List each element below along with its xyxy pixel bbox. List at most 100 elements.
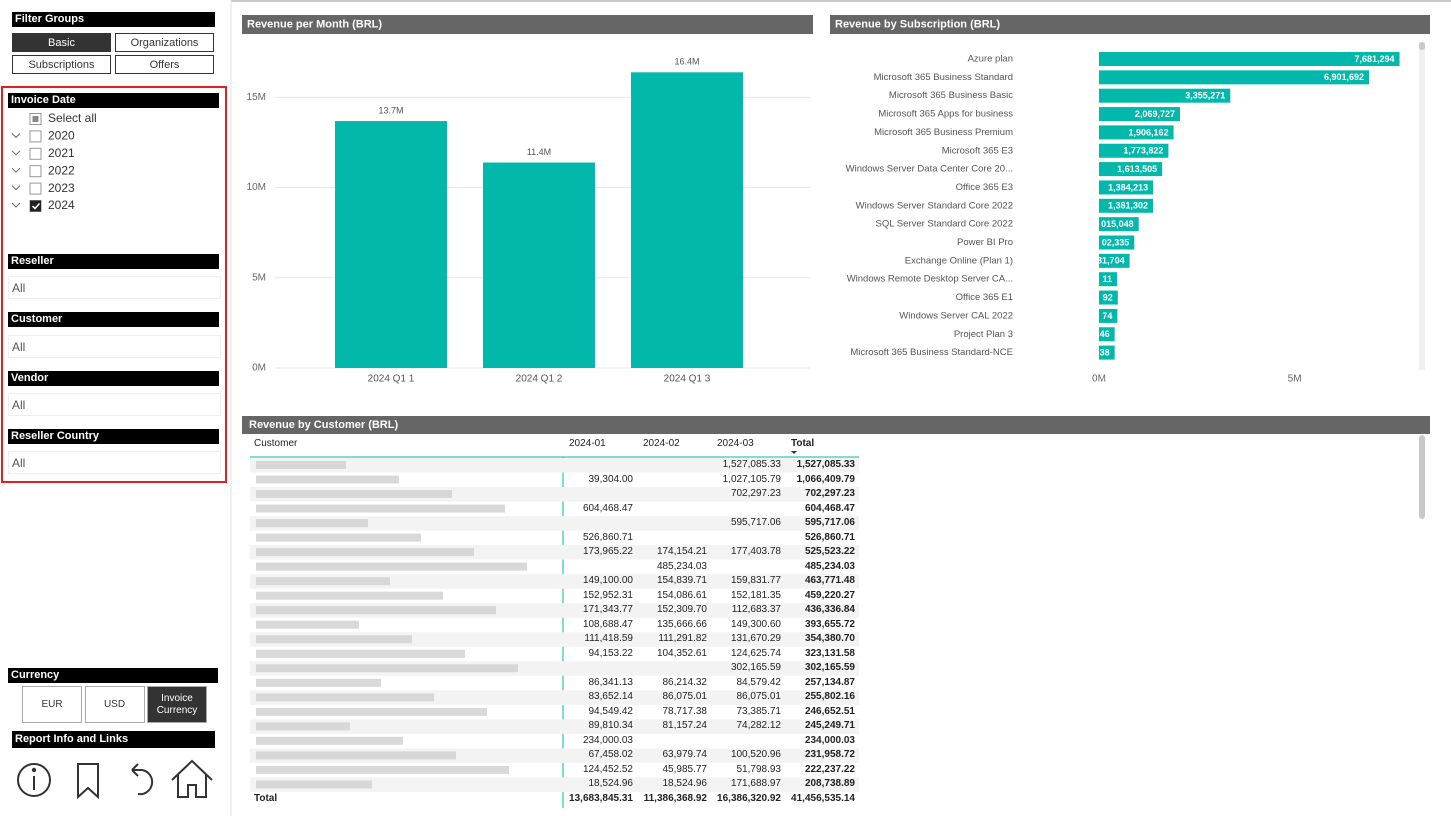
slicer-item: 2022	[48, 163, 75, 177]
redacted-name	[256, 591, 443, 600]
data-label: 11	[1102, 274, 1112, 284]
total-cell: 16,386,320.92	[717, 792, 781, 804]
bar	[1099, 253, 1130, 268]
table-cell: 86,075.01	[662, 691, 708, 703]
data-label: 1,384,213	[1108, 182, 1148, 192]
total-cell: 11,386,368.92	[643, 792, 707, 804]
currency-button[interactable]: Invoice Currency	[147, 686, 207, 723]
table-cell: 485,234.03	[804, 560, 855, 572]
y-tick-label: Windows Server Data Center Core 20...	[846, 164, 1013, 175]
filter-group-button[interactable]: Subscriptions	[12, 55, 111, 74]
table-cell: 171,343.77	[582, 604, 633, 616]
check-mark	[31, 202, 41, 210]
table-cell: 1,527,085.33	[796, 459, 855, 470]
table-cell: 526,860.71	[804, 531, 855, 543]
checkbox[interactable]	[29, 165, 42, 178]
table-cell: 86,341.13	[588, 676, 634, 688]
data-label: 015,048	[1101, 219, 1134, 229]
filter-group-button[interactable]: Offers	[115, 55, 214, 74]
currency-button[interactable]: EUR	[22, 686, 82, 723]
row-band	[250, 458, 859, 473]
dropdown-value: All	[12, 281, 26, 295]
table-cell: 173,965.22	[582, 546, 633, 558]
home-icon[interactable]	[171, 759, 213, 798]
redacted-name	[256, 722, 350, 731]
total-cell: 41,456,535.14	[791, 792, 855, 804]
y-tick-label: Microsoft 365 Apps for business	[878, 109, 1013, 120]
bookmark-icon[interactable]	[77, 763, 99, 800]
redacted-name	[256, 780, 372, 789]
scrollbar[interactable]	[1419, 42, 1425, 370]
data-label: 3,355,271	[1185, 91, 1225, 101]
section-header: Currency	[8, 668, 218, 683]
filter-group-button[interactable]: Basic	[12, 33, 111, 52]
y-tick-label: Azure plan	[968, 54, 1013, 65]
redacted-name	[256, 548, 474, 557]
dropdown[interactable]	[8, 335, 221, 358]
table-cell: 152,952.31	[582, 589, 633, 601]
y-tick-label: 15M	[247, 92, 266, 103]
checkbox[interactable]	[29, 130, 42, 143]
slicer-item: 2021	[48, 146, 75, 160]
table-cell: 111,418.59	[584, 633, 633, 645]
table-cell: 463,771.48	[804, 575, 855, 587]
y-tick-label: Microsoft 365 E3	[942, 145, 1013, 156]
section-header: Report Info and Links	[12, 731, 215, 748]
checkbox[interactable]	[29, 147, 42, 160]
scrollbar-thumb[interactable]	[1419, 435, 1425, 519]
filter-group-button[interactable]: Organizations	[115, 33, 214, 52]
info-icon[interactable]	[17, 763, 51, 797]
redacted-name	[256, 751, 456, 760]
bar	[1099, 217, 1139, 232]
table-cell: 234,000.03	[582, 734, 633, 746]
chart-title: Revenue per Month (BRL)	[247, 18, 382, 30]
expand-chevron	[11, 133, 21, 139]
table-cell: 436,336.84	[804, 604, 855, 616]
column-header[interactable]: 2024-01	[569, 438, 606, 449]
table-cell: 208,738.89	[804, 778, 855, 790]
dropdown[interactable]	[8, 276, 221, 299]
dropdown-value: All	[12, 456, 26, 470]
column-header[interactable]: 2024-03	[717, 438, 754, 449]
back-icon[interactable]	[131, 763, 154, 796]
column-header[interactable]: Total	[791, 438, 815, 449]
table-cell: 1,027,105.79	[722, 473, 781, 485]
table-cell: 149,100.00	[582, 575, 633, 587]
table-cell: 302,165.59	[730, 662, 781, 674]
table-cell: 526,860.71	[582, 531, 633, 543]
data-label: 2,069,727	[1135, 109, 1175, 119]
data-label: 6,901,692	[1324, 72, 1364, 82]
redacted-name	[256, 678, 381, 687]
table-cell: 112,683.37	[731, 604, 781, 616]
data-label: 16.4M	[674, 57, 699, 67]
redacted-name	[256, 664, 518, 673]
expand-chevron	[11, 202, 21, 208]
table-cell: 485,234.03	[656, 560, 707, 572]
dropdown[interactable]	[8, 451, 221, 474]
scrollbar-thumb[interactable]	[1419, 42, 1425, 50]
table-cell: 234,000.03	[804, 734, 855, 746]
checkbox[interactable]	[29, 182, 42, 195]
y-tick-label: Microsoft 365 Business Standard	[874, 72, 1013, 83]
dropdown-value: All	[12, 340, 26, 354]
bar	[1099, 162, 1163, 177]
y-tick-label: Microsoft 365 Business Premium	[874, 127, 1013, 138]
table-cell: 255,802.16	[804, 691, 855, 703]
table-cell: 152,181.35	[730, 589, 781, 601]
x-tick-label: 2024 Q1 1	[368, 374, 415, 385]
currency-button[interactable]: USD	[84, 686, 145, 723]
table-cell: 1,527,085.33	[722, 459, 781, 470]
table-cell: 73,385.71	[736, 705, 782, 717]
table-cell: 83,652.14	[588, 691, 634, 703]
data-label: 81,704	[1097, 256, 1125, 266]
nav-icons	[17, 759, 213, 800]
table-cell: 595,717.06	[730, 517, 781, 529]
column-header[interactable]: 2024-02	[643, 438, 680, 449]
column-header[interactable]: Customer	[254, 438, 298, 449]
dropdown[interactable]	[8, 393, 221, 416]
sort-indicator	[791, 451, 797, 454]
table-cell: 51,798.93	[736, 763, 782, 775]
expand-chevron	[11, 185, 21, 191]
y-tick-label: Power BI Pro	[957, 237, 1013, 248]
slicer-item: 2023	[48, 181, 75, 195]
